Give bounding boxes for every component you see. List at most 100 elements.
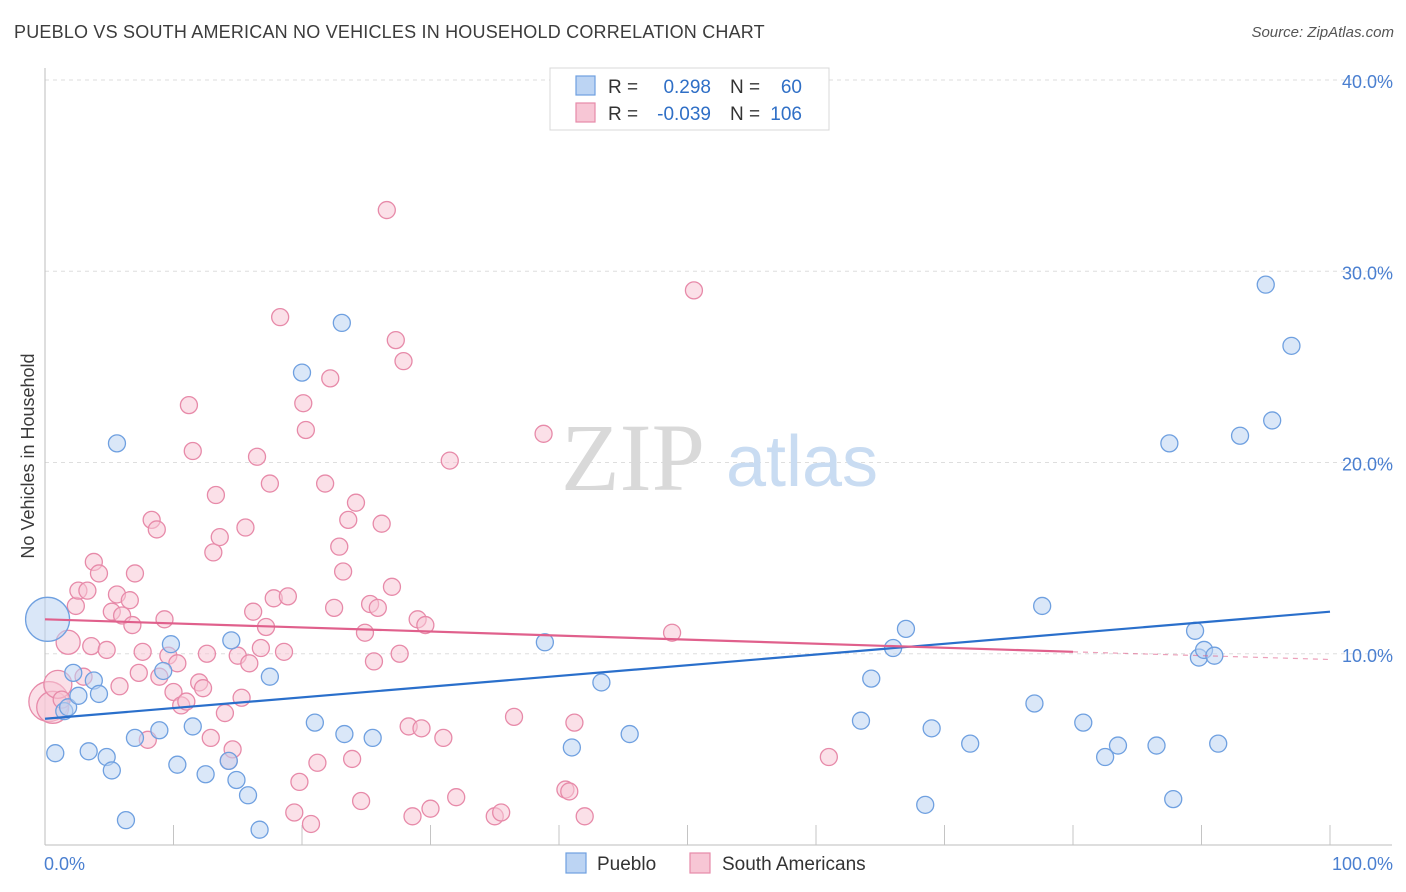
- data-point: [492, 803, 511, 822]
- y-tick-label: 30.0%: [1342, 263, 1393, 283]
- data-point: [1160, 434, 1179, 453]
- legend-swatch-pueblo: [575, 75, 596, 96]
- data-point: [504, 707, 524, 727]
- y-axis-label: No Vehicles in Household: [18, 353, 38, 558]
- data-point: [89, 684, 109, 704]
- data-point: [565, 713, 584, 732]
- y-tick-label: 20.0%: [1342, 455, 1393, 475]
- data-point: [236, 518, 255, 537]
- series-legend: Pueblo South Americans: [565, 852, 866, 875]
- data-point: [196, 765, 215, 784]
- data-point: [125, 564, 145, 583]
- data-point: [240, 654, 259, 673]
- data-point: [364, 652, 384, 671]
- data-point: [179, 395, 199, 415]
- data-point: [534, 424, 553, 443]
- data-point: [102, 761, 121, 780]
- bottom-legend-south: South Americans: [722, 854, 866, 875]
- legend-r-value-2: -0.039: [657, 104, 711, 125]
- chart-title: PUEBLO VS SOUTH AMERICAN NO VEHICLES IN …: [14, 22, 765, 42]
- data-point: [193, 679, 213, 698]
- data-point: [120, 591, 139, 610]
- data-point: [168, 755, 187, 774]
- y-tick-label: 40.0%: [1342, 72, 1393, 92]
- data-point: [390, 644, 409, 663]
- pueblo-points: [24, 275, 1301, 839]
- data-point: [421, 799, 440, 818]
- data-point: [206, 485, 226, 505]
- data-point: [1263, 411, 1282, 430]
- data-point: [819, 747, 838, 767]
- x-tick-labels: 0.0% 100.0%: [44, 854, 1393, 874]
- data-point: [896, 619, 916, 639]
- data-point: [260, 667, 280, 686]
- data-point: [197, 644, 217, 663]
- data-point: [961, 734, 980, 753]
- data-point: [386, 330, 405, 350]
- data-point: [183, 441, 202, 461]
- south-americans-points: [28, 200, 838, 834]
- data-point: [238, 786, 258, 805]
- data-point: [324, 598, 344, 617]
- data-point: [1108, 736, 1128, 755]
- data-point: [215, 703, 235, 723]
- data-point: [416, 615, 435, 635]
- data-point: [133, 642, 152, 661]
- legend-r-label-1: R =: [608, 77, 638, 98]
- gridlines: [45, 79, 1392, 655]
- data-point: [292, 363, 312, 382]
- data-point: [363, 728, 382, 748]
- data-point: [271, 307, 290, 327]
- data-point: [560, 782, 579, 801]
- data-point: [1282, 336, 1301, 355]
- x-tick-label: 0.0%: [44, 854, 85, 874]
- data-point: [851, 711, 871, 730]
- y-tick-labels: 10.0% 20.0% 30.0% 40.0%: [1342, 72, 1393, 666]
- data-point: [78, 581, 97, 600]
- data-point: [377, 200, 396, 220]
- data-point: [575, 807, 594, 826]
- data-point: [368, 598, 387, 617]
- data-point: [308, 753, 327, 772]
- data-point: [155, 610, 174, 629]
- pueblo-trend-line: [44, 610, 1331, 720]
- data-point: [335, 724, 354, 744]
- data-point: [403, 807, 422, 826]
- data-point: [315, 474, 335, 493]
- data-point: [260, 474, 280, 493]
- data-point: [1147, 736, 1166, 755]
- data-point: [150, 721, 169, 740]
- data-point: [1164, 789, 1183, 809]
- data-point: [69, 686, 88, 705]
- data-point: [107, 434, 127, 453]
- data-point: [161, 635, 181, 654]
- data-point: [294, 394, 313, 413]
- data-point: [1074, 713, 1093, 732]
- legend-r-value-1: 0.298: [663, 77, 711, 98]
- data-point: [251, 638, 271, 658]
- legend-swatch-south: [575, 102, 596, 123]
- data-point: [592, 673, 611, 692]
- data-point: [296, 420, 316, 440]
- watermark: ZIP atlas: [561, 404, 878, 511]
- data-point: [244, 602, 263, 621]
- data-point: [355, 623, 375, 642]
- data-point: [412, 719, 431, 738]
- bottom-swatch-pueblo: [565, 852, 587, 874]
- legend-n-label-1: N =: [730, 77, 760, 98]
- data-point: [278, 587, 298, 606]
- axes: [44, 68, 1392, 846]
- data-point: [219, 751, 238, 770]
- data-point: [1209, 734, 1228, 753]
- data-point: [79, 742, 98, 761]
- data-point: [562, 738, 581, 757]
- data-point: [382, 577, 402, 596]
- data-point: [66, 596, 85, 616]
- legend-r-label-2: R =: [608, 104, 638, 125]
- south-trend-line-extension: [1072, 651, 1331, 661]
- data-point: [89, 564, 109, 583]
- data-point: [1185, 621, 1205, 640]
- south-trend-line: [44, 618, 1074, 653]
- chart-source: Source: ZipAtlas.com: [1251, 24, 1394, 41]
